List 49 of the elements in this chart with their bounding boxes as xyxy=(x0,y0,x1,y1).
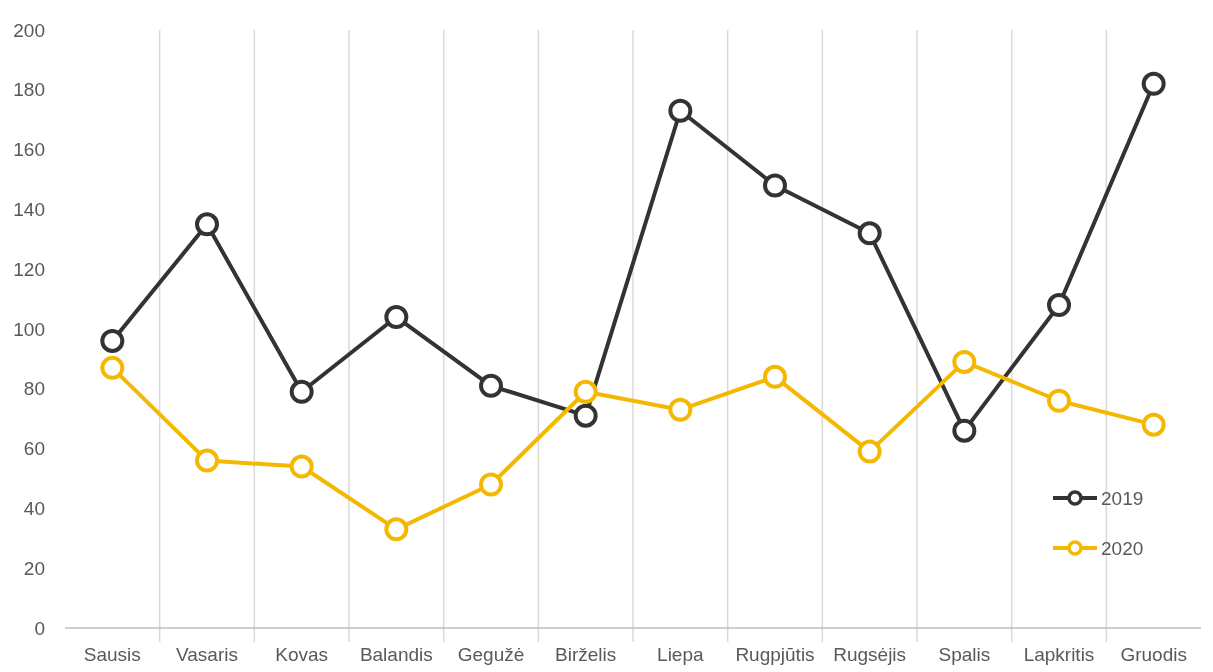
point xyxy=(763,173,787,198)
x-tick-label: Kovas xyxy=(275,644,329,665)
point xyxy=(763,364,787,389)
point xyxy=(573,403,598,428)
point xyxy=(857,221,882,246)
point xyxy=(479,472,503,497)
point xyxy=(384,305,409,330)
y-tick-label: 160 xyxy=(13,139,45,161)
point xyxy=(195,212,219,237)
legend-label: 2019 xyxy=(1101,487,1144,509)
y-tick-label: 80 xyxy=(23,378,45,400)
y-tick-label: 120 xyxy=(13,258,45,280)
x-tick-label: Gegužė xyxy=(457,644,525,665)
point xyxy=(195,448,219,473)
point xyxy=(479,373,503,398)
point xyxy=(952,418,977,443)
y-tick-label: 0 xyxy=(34,617,45,639)
point xyxy=(952,349,977,374)
point xyxy=(289,454,314,479)
point xyxy=(1047,388,1071,413)
point xyxy=(100,355,125,380)
point xyxy=(1047,293,1071,318)
x-tick-label: Gruodis xyxy=(1120,644,1187,665)
point xyxy=(384,517,409,542)
x-tick-label: Rugpjūtis xyxy=(735,644,815,665)
point xyxy=(668,397,693,422)
x-tick-label: Birželis xyxy=(555,644,617,665)
point xyxy=(100,328,125,353)
x-tick-label: Sausis xyxy=(83,644,141,665)
x-tick-label: Vasaris xyxy=(176,644,238,665)
y-tick-label: 180 xyxy=(13,79,45,101)
point xyxy=(573,379,598,404)
x-tick-label: Balandis xyxy=(359,644,433,665)
x-tick-label: Lapkritis xyxy=(1023,644,1095,665)
x-tick-label: Liepa xyxy=(657,644,705,665)
y-tick-label: 60 xyxy=(23,438,45,460)
x-tick-label: Spalis xyxy=(938,644,991,665)
point xyxy=(1141,412,1166,437)
y-tick-label: 40 xyxy=(23,498,45,520)
y-tick-label: 20 xyxy=(23,557,45,579)
x-tick-label: Rugsėjis xyxy=(833,644,907,665)
point xyxy=(1141,71,1166,96)
y-tick-label: 140 xyxy=(13,199,45,221)
y-tick-label: 100 xyxy=(13,318,45,340)
point xyxy=(668,98,693,123)
point xyxy=(857,439,882,464)
y-tick-label: 200 xyxy=(13,19,45,41)
legend-label: 2020 xyxy=(1101,537,1144,559)
point xyxy=(289,379,314,404)
